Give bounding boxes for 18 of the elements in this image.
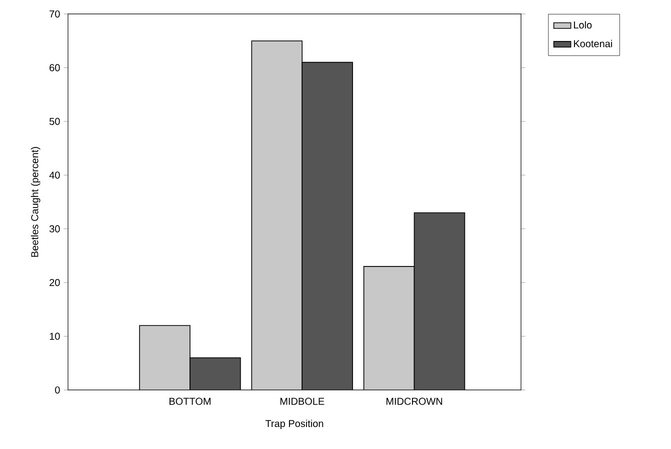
bar xyxy=(302,62,353,390)
y-tick-label: 40 xyxy=(49,172,60,179)
bar xyxy=(190,357,241,390)
legend-label: Kootenai xyxy=(574,40,612,48)
y-tick-label: 10 xyxy=(50,332,60,340)
y-tick-label: 50 xyxy=(50,118,60,125)
y-tick-label: 30 xyxy=(49,225,60,232)
legend-label: Lolo xyxy=(574,21,592,29)
x-tick-label: BOTTOM xyxy=(170,398,210,405)
y-tick-label: 20 xyxy=(50,279,60,286)
y-tick-label: 0 xyxy=(55,386,60,394)
y-axis-title: Beetles Caught (percent) xyxy=(30,147,40,257)
x-axis-title: Trap Position xyxy=(265,420,324,430)
x-tick-label: MIDCROWN xyxy=(386,398,442,405)
x-tick-label: MIDBOLE xyxy=(280,398,324,405)
bar xyxy=(414,212,466,390)
y-tick-label: 60 xyxy=(50,64,60,72)
y-tick-label: 70 xyxy=(50,10,60,18)
